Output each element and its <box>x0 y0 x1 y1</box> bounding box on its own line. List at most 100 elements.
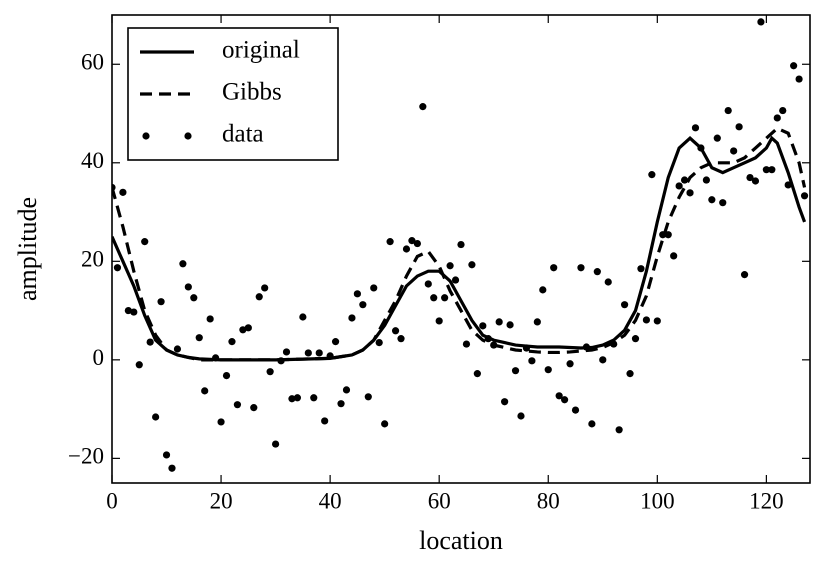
data-point <box>462 340 471 348</box>
data-point <box>593 268 601 276</box>
data-point <box>800 192 809 200</box>
data-point <box>702 176 710 184</box>
data-point <box>653 317 661 325</box>
data-point <box>228 338 236 346</box>
data-point <box>719 199 727 207</box>
data-point <box>364 393 372 401</box>
data-point <box>113 264 122 272</box>
data-point <box>490 341 498 349</box>
data-point <box>451 276 460 284</box>
data-point <box>250 404 258 412</box>
data-point <box>675 182 683 190</box>
legend-box <box>127 27 339 161</box>
data-point <box>751 177 760 185</box>
data-point <box>342 386 351 394</box>
plot-frame <box>111 14 811 484</box>
data-point <box>511 367 520 375</box>
data-point <box>435 317 443 325</box>
data-point <box>271 440 280 448</box>
data-point <box>708 196 716 204</box>
data-point <box>168 464 176 472</box>
data-point <box>484 335 492 343</box>
data-point <box>631 335 640 343</box>
data-point <box>212 354 220 362</box>
data-point <box>441 294 449 302</box>
data-point <box>473 370 481 378</box>
data-point <box>310 394 318 402</box>
data-point <box>244 324 252 332</box>
x-tick-label: 80 <box>537 488 560 513</box>
data-point <box>686 189 694 197</box>
data-point <box>446 262 454 270</box>
data-point <box>119 188 127 196</box>
data-point <box>141 238 149 246</box>
data-point <box>370 284 378 292</box>
data-point <box>457 240 465 249</box>
data-point <box>790 62 798 70</box>
data-point <box>430 294 438 302</box>
data-point <box>321 417 329 425</box>
y-axis-label: amplitude <box>13 197 42 301</box>
data-point <box>642 316 651 324</box>
data-point <box>261 284 269 292</box>
data-point <box>680 176 689 184</box>
data-point <box>348 314 356 322</box>
data-point <box>659 231 667 239</box>
data-point <box>762 166 770 174</box>
data-point <box>130 308 138 316</box>
data-point <box>555 392 563 400</box>
data-point <box>146 338 154 346</box>
data-point <box>604 278 612 286</box>
data-point <box>550 264 558 272</box>
x-tick-label: 40 <box>319 488 342 513</box>
x-tick-label: 120 <box>749 488 784 513</box>
data-point <box>179 260 187 268</box>
data-point <box>768 166 776 174</box>
data-point <box>288 395 296 403</box>
data-point <box>397 335 405 343</box>
data-point <box>353 290 361 298</box>
data-point <box>566 360 574 368</box>
y-tick-label: 40 <box>81 148 104 173</box>
data-point <box>326 352 334 360</box>
data-point <box>293 394 302 402</box>
data-point <box>620 301 629 309</box>
data-point <box>206 315 214 323</box>
data-point <box>506 321 514 329</box>
data-point <box>479 322 487 330</box>
data-point <box>528 357 536 365</box>
data-point <box>184 283 192 291</box>
data-point <box>571 406 580 414</box>
data-point <box>173 345 182 353</box>
y-tick-label: −20 <box>68 444 104 469</box>
x-axis-label: location <box>419 526 503 555</box>
data-point <box>468 261 476 269</box>
data-point <box>697 144 705 152</box>
series-line <box>112 135 807 362</box>
data-point <box>402 245 411 253</box>
data-point <box>757 18 765 26</box>
data-point <box>713 134 721 142</box>
data-point <box>746 173 754 182</box>
data-point <box>222 372 231 380</box>
data-point <box>691 124 700 132</box>
data-point <box>637 265 645 273</box>
data-point <box>152 413 160 421</box>
data-point <box>381 420 389 428</box>
data-point <box>588 420 596 428</box>
data-point <box>577 264 585 272</box>
x-tick-label: 20 <box>210 488 233 513</box>
data-point <box>157 298 165 306</box>
data-point <box>626 370 634 378</box>
data-point <box>582 343 591 351</box>
data-point <box>315 349 323 357</box>
data-point <box>561 396 569 404</box>
data-point <box>359 301 367 309</box>
data-point <box>730 147 738 155</box>
data-point <box>239 326 247 334</box>
data-point <box>255 293 263 301</box>
legend-marker <box>142 132 150 140</box>
data-point <box>299 313 307 321</box>
